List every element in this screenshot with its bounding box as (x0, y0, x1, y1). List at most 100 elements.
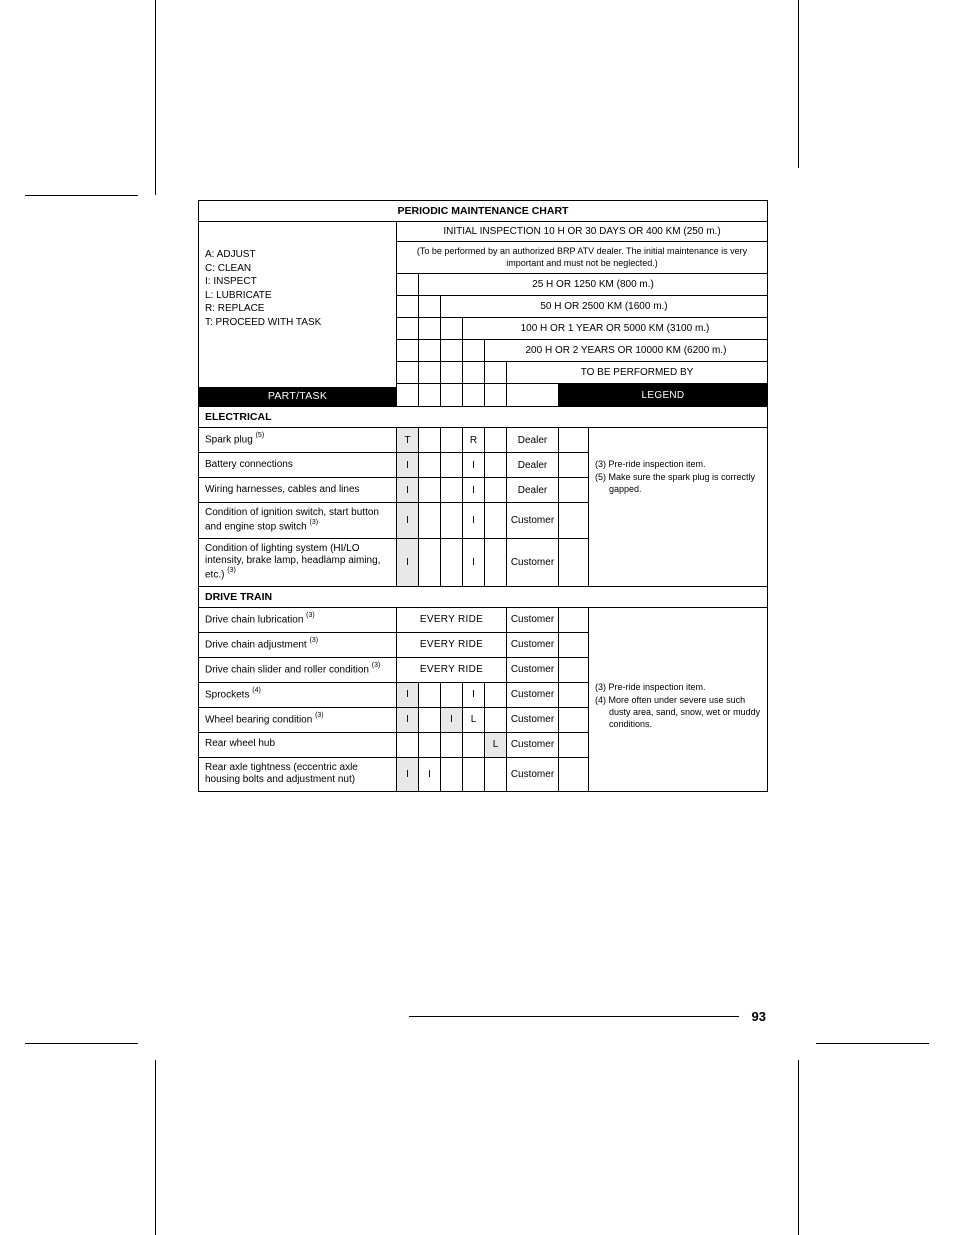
cell-c4 (463, 758, 485, 791)
code-legend: A: ADJUST C: CLEAN I: INSPECT L: LUBRICA… (199, 222, 396, 387)
task-label: Wheel bearing condition (205, 714, 315, 725)
task-chain-lub: Drive chain lubrication (3) (199, 608, 397, 632)
cell-by: Customer (507, 683, 559, 707)
interval-by: TO BE PERFORMED BY (397, 362, 767, 384)
cell-by: Customer (507, 758, 559, 791)
interval-50h: 50 H OR 2500 KM (1600 m.) (397, 296, 767, 318)
task-sup: (3) (227, 567, 236, 574)
crop-mark (155, 0, 156, 195)
task-chain-adj: Drive chain adjustment (3) (199, 633, 397, 657)
task-label: Condition of ignition switch, start butt… (205, 507, 379, 532)
task-wheel-bearing: Wheel bearing condition (3) (199, 708, 397, 732)
spacer (441, 340, 463, 361)
footnote-3: (3) Pre-ride inspection item. (595, 458, 761, 470)
drivetrain-legend: (3) Pre-ride inspection item. (4) More o… (589, 608, 767, 791)
section-electrical: ELECTRICAL (199, 407, 767, 428)
crop-mark (798, 0, 799, 168)
cell-c4: I (463, 503, 485, 537)
electrical-rows: Spark plug (5) T R Dealer Battery connec… (199, 428, 589, 585)
electrical-legend: (3) Pre-ride inspection item. (5) Make s… (589, 428, 767, 585)
header-right: INITIAL INSPECTION 10 H OR 30 DAYS OR 40… (397, 222, 767, 406)
task-label: Spark plug (205, 435, 256, 446)
task-sprockets: Sprockets (4) (199, 683, 397, 707)
table-row: Drive chain slider and roller condition … (199, 658, 588, 683)
cell-c5 (485, 758, 507, 791)
task-sup: (4) (252, 687, 261, 694)
table-row: Condition of lighting system (HI/LO inte… (199, 539, 588, 586)
table-row: Drive chain adjustment (3) EVERY RIDE Cu… (199, 633, 588, 658)
footnote-3: (3) Pre-ride inspection item. (595, 681, 761, 693)
footnote-4: (4) More often under severe use such dus… (595, 694, 761, 730)
electrical-group: Spark plug (5) T R Dealer Battery connec… (199, 428, 767, 586)
task-label: Drive chain slider and roller condition (205, 664, 372, 675)
cell-c4: I (463, 453, 485, 477)
cell-c1: I (397, 758, 419, 791)
interval-200h-label: 200 H OR 2 YEARS OR 10000 KM (6200 m.) (485, 340, 767, 361)
cell-by: Customer (507, 633, 559, 657)
task-sup: (3) (310, 637, 319, 644)
spacer (441, 384, 463, 406)
cell-c1: I (397, 708, 419, 732)
cell-c2 (419, 428, 441, 452)
header-left: A: ADJUST C: CLEAN I: INSPECT L: LUBRICA… (199, 222, 397, 406)
cell-by: Dealer (507, 428, 559, 452)
task-label: Sprockets (205, 689, 252, 700)
spacer (507, 384, 559, 406)
cell-c2 (419, 478, 441, 502)
legend-line-inspect: I: INSPECT (205, 275, 390, 289)
table-row: Spark plug (5) T R Dealer (199, 428, 588, 453)
interval-by-label: TO BE PERFORMED BY (507, 362, 767, 383)
cell-c3 (441, 478, 463, 502)
cell-c4: R (463, 428, 485, 452)
footnote-5: (5) Make sure the spark plug is correctl… (595, 471, 761, 495)
cell-c2 (419, 683, 441, 707)
spacer (397, 362, 419, 383)
cell-c4 (463, 733, 485, 757)
cell-c4: I (463, 478, 485, 502)
task-sup: (5) (256, 432, 265, 439)
cell-c2 (419, 453, 441, 477)
task-lighting: Condition of lighting system (HI/LO inte… (199, 539, 397, 586)
cell-c5 (485, 683, 507, 707)
task-sup: (3) (315, 712, 324, 719)
cell-c5 (485, 453, 507, 477)
task-rear-hub: Rear wheel hub (199, 733, 397, 757)
cell-c5 (485, 428, 507, 452)
cell-c2: I (419, 758, 441, 791)
page-footer-rule (409, 1016, 739, 1017)
cell-by: Customer (507, 503, 559, 537)
interval-steps: 25 H OR 1250 KM (800 m.) 50 H OR 2500 KM… (397, 274, 767, 406)
spacer (397, 274, 419, 295)
drivetrain-rows: Drive chain lubrication (3) EVERY RIDE C… (199, 608, 589, 791)
legend-line-replace: R: REPLACE (205, 302, 390, 316)
table-row: Battery connections I I Dealer (199, 453, 588, 478)
task-rear-axle: Rear axle tightness (eccentric axle hous… (199, 758, 397, 791)
legend-header-row: LEGEND (397, 384, 767, 406)
cell-c2 (419, 539, 441, 586)
interval-initial: INITIAL INSPECTION 10 H OR 30 DAYS OR 40… (397, 222, 767, 242)
crop-mark (25, 1043, 138, 1044)
task-chain-slider: Drive chain slider and roller condition … (199, 658, 397, 682)
cell-by: Dealer (507, 453, 559, 477)
spacer (397, 340, 419, 361)
task-ignition: Condition of ignition switch, start butt… (199, 503, 397, 537)
page: PERIODIC MAINTENANCE CHART A: ADJUST C: … (0, 0, 954, 1235)
task-battery: Battery connections (199, 453, 397, 477)
interval-100h-label: 100 H OR 1 YEAR OR 5000 KM (3100 m.) (463, 318, 767, 339)
cell-c4: I (463, 539, 485, 586)
cell-c3 (441, 503, 463, 537)
task-wiring: Wiring harnesses, cables and lines (199, 478, 397, 502)
cell-c4: L (463, 708, 485, 732)
cell-c5 (485, 503, 507, 537)
interval-25h-label: 25 H OR 1250 KM (800 m.) (419, 274, 767, 295)
spacer (419, 384, 441, 406)
cell-by: Customer (507, 608, 559, 632)
table-row: Wheel bearing condition (3) I I L Custom… (199, 708, 588, 733)
cell-c5: L (485, 733, 507, 757)
table-row: Sprockets (4) I I Customer (199, 683, 588, 708)
page-number: 93 (752, 1009, 766, 1024)
spacer (485, 384, 507, 406)
cell-by: Customer (507, 539, 559, 586)
table-row: Condition of ignition switch, start butt… (199, 503, 588, 538)
spacer (463, 384, 485, 406)
